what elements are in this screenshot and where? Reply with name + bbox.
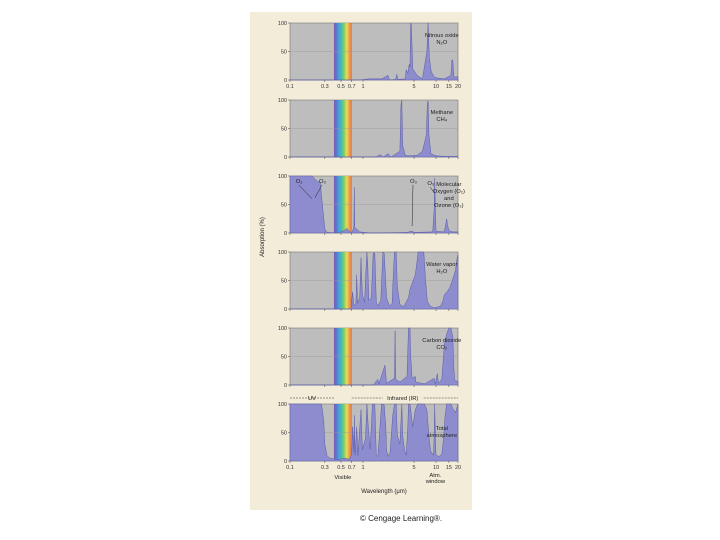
x-tick-label: 5	[413, 84, 416, 90]
annotation-arrow	[430, 186, 435, 194]
x-tick-label: 15	[446, 465, 452, 471]
atm-window-label: window	[425, 479, 446, 485]
x-tick-label: 10	[433, 84, 439, 90]
x-tick-label: 0.3	[321, 465, 329, 471]
gas-label: Water vapor	[426, 262, 457, 268]
absorption-area	[289, 403, 459, 462]
y-tick-label: 100	[278, 21, 287, 27]
x-tick-label: 0.5	[337, 465, 345, 471]
y-tick-label: 0	[284, 307, 287, 313]
x-tick-label: 15	[446, 84, 452, 90]
y-tick-label: 50	[281, 355, 287, 361]
x-tick-label: 10	[433, 465, 439, 471]
y-tick-label: 0	[284, 155, 287, 161]
y-tick-label: 50	[281, 431, 287, 437]
gas-label: N₂O	[436, 40, 447, 46]
gas-label: Total	[436, 426, 448, 432]
x-tick-label: 0.7	[348, 84, 356, 90]
y-tick-label: 0	[284, 231, 287, 237]
absorption-area	[290, 251, 459, 310]
y-tick-label: 0	[284, 459, 287, 465]
y-tick-label: 100	[278, 326, 287, 332]
gas-label: Methane	[431, 110, 454, 116]
x-tick-label: 0.3	[321, 84, 329, 90]
molecule-annotation: O₂	[296, 179, 303, 185]
molecule-annotation: O₃	[410, 179, 418, 185]
annotation-arrow	[411, 184, 414, 227]
molecule-annotation: O₃	[427, 181, 435, 187]
molecule-annotation: O₃	[319, 179, 327, 185]
gas-label: Nitrous oxide	[425, 33, 459, 39]
x-tick-label: 1	[361, 84, 364, 90]
gas-label: atmosphere	[426, 433, 457, 439]
infrared-label-bg	[382, 394, 423, 401]
y-tick-label: 50	[281, 50, 287, 56]
y-tick-label: 0	[284, 78, 287, 84]
x-axis-label: Wavelength (μm)	[361, 489, 407, 495]
gas-label: CH₄	[436, 117, 447, 123]
x-tick-label: 0.1	[286, 465, 294, 471]
y-axis-label: Absorption (%)	[260, 217, 266, 257]
visible-label: Visible	[334, 475, 351, 481]
x-tick-label: 0.5	[337, 84, 345, 90]
y-tick-label: 100	[278, 174, 287, 180]
absorption-area	[290, 327, 459, 386]
gas-label: and	[444, 196, 454, 202]
y-tick-label: 50	[281, 127, 287, 133]
y-tick-label: 0	[284, 383, 287, 389]
gas-label: Ozone (O₃)	[434, 203, 463, 209]
x-tick-label: 1	[361, 465, 364, 471]
absorption-area	[290, 22, 459, 81]
x-tick-label: 20	[455, 84, 461, 90]
gas-label: H₂O	[436, 269, 447, 275]
x-tick-label: 0.1	[286, 84, 294, 90]
copyright-credit: © Cengage Learning®.	[360, 514, 443, 523]
y-tick-label: 100	[278, 98, 287, 104]
y-tick-label: 100	[278, 402, 287, 408]
gas-label: Oxygen (O₂)	[433, 189, 465, 195]
y-tick-label: 100	[278, 250, 287, 256]
x-tick-label: 20	[455, 465, 461, 471]
y-tick-label: 50	[281, 279, 287, 285]
annotation-arrow	[298, 184, 313, 199]
y-tick-label: 50	[281, 203, 287, 209]
gas-label: Carbon dioxide	[422, 338, 461, 344]
x-tick-label: 0.7	[348, 465, 356, 471]
gas-label: Molecular	[436, 182, 461, 188]
x-tick-label: 5	[413, 465, 416, 471]
absorption-area	[290, 99, 459, 158]
absorption-area	[289, 175, 459, 234]
annotation-arrow	[314, 184, 323, 198]
infrared-band-label: Infrared (IR)	[387, 396, 418, 402]
uv-band-label: UV	[308, 396, 316, 402]
atm-window-label: Atm.	[429, 473, 441, 479]
gas-label: CO₂	[436, 345, 447, 351]
